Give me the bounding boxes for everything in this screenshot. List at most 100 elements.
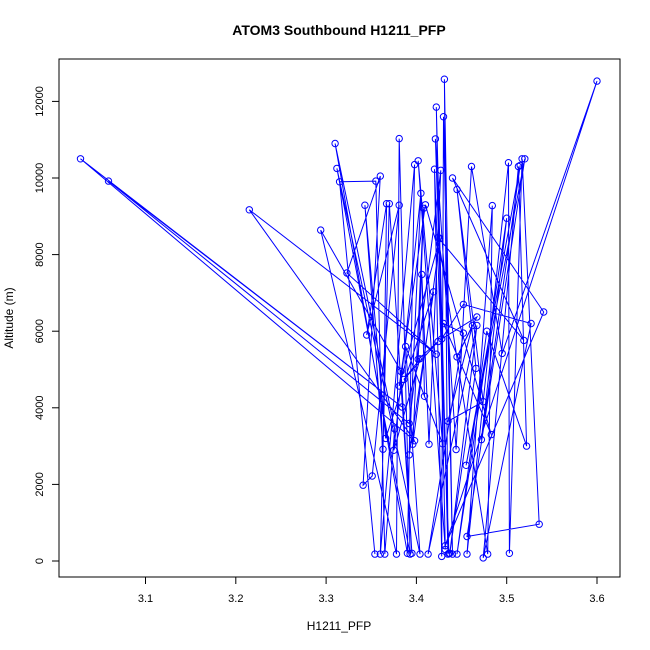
data-point [487, 430, 495, 439]
data-point [522, 442, 531, 450]
series-line [80, 79, 598, 559]
data-point [453, 185, 461, 194]
data-point [331, 139, 339, 148]
data-point [401, 342, 410, 351]
data-point [371, 550, 379, 558]
data-point [395, 382, 403, 390]
data-point [518, 155, 526, 163]
data-point [392, 550, 401, 558]
data-point [397, 367, 405, 376]
data-point [448, 174, 457, 182]
data-point [514, 162, 523, 171]
data-point [446, 549, 454, 557]
data-point [414, 157, 422, 165]
data-point [459, 329, 468, 337]
data-point [390, 446, 398, 454]
data-point [372, 177, 380, 185]
data-point [381, 550, 389, 558]
data-point [527, 319, 535, 328]
data-point [335, 178, 344, 186]
data-point [444, 417, 452, 425]
y-tick-label: 8000 [34, 242, 46, 266]
data-point [440, 75, 449, 83]
data-point [379, 445, 387, 453]
series-layer [76, 75, 601, 562]
y-axis: 0 2000 4000 6000 8000 10000 12000 [34, 86, 60, 564]
data-point [420, 392, 429, 400]
data-point [462, 461, 470, 469]
data-point [376, 172, 384, 180]
data-point [363, 331, 371, 339]
data-point [477, 435, 486, 444]
data-point [410, 437, 419, 445]
y-axis-label: Altitude (m) [2, 287, 16, 348]
x-tick-label: 3.5 [499, 593, 514, 605]
data-point [418, 270, 426, 279]
x-tick-label: 3.1 [138, 593, 153, 605]
x-axis-label: H1211_PFP [307, 619, 371, 633]
data-point [468, 321, 477, 330]
data-point [473, 313, 481, 321]
data-point [434, 233, 442, 242]
data-point [104, 177, 113, 185]
data-point [439, 113, 448, 121]
data-point [498, 349, 506, 358]
data-point [429, 288, 438, 296]
data-point [459, 300, 468, 309]
data-point [439, 319, 448, 328]
data-point [520, 336, 528, 345]
data-point [472, 364, 480, 373]
data-point [395, 134, 403, 143]
data-point [479, 398, 487, 406]
data-point [409, 440, 417, 448]
data-point [343, 269, 351, 277]
data-point [421, 201, 430, 209]
plot-frame [58, 58, 621, 578]
x-tick-label: 3.4 [409, 593, 424, 605]
data-point [540, 308, 548, 316]
data-point [382, 200, 391, 208]
x-tick-label: 3.3 [318, 593, 333, 605]
x-tick-label: 3.2 [228, 593, 243, 605]
x-tick-label: 3.6 [589, 593, 604, 605]
data-point [419, 204, 428, 213]
data-point [406, 550, 414, 558]
data-point [441, 542, 449, 550]
data-point [434, 337, 442, 346]
chart-title: ATOM3 Southbound H1211_PFP [232, 22, 445, 38]
data-point [416, 550, 424, 558]
x-axis: 3.1 3.2 3.3 3.4 3.5 3.6 [138, 576, 605, 605]
data-point [425, 440, 433, 448]
data-point [432, 103, 440, 111]
data-point [505, 549, 514, 557]
data-point [453, 353, 461, 361]
data-point [405, 419, 413, 428]
data-point [463, 532, 471, 541]
data-point [503, 214, 511, 222]
data-point [385, 200, 393, 208]
data-point [432, 350, 440, 358]
data-point [398, 403, 406, 411]
data-point [245, 206, 254, 214]
data-point [376, 550, 384, 558]
data-point [438, 440, 447, 448]
data-point [452, 445, 460, 454]
data-point [317, 226, 325, 234]
data-point [504, 159, 513, 167]
data-point [479, 554, 487, 562]
data-point [76, 155, 85, 163]
y-tick-label: 0 [34, 558, 46, 564]
data-point [535, 520, 543, 528]
data-point [593, 77, 601, 85]
data-point [483, 327, 491, 335]
data-point [361, 201, 369, 209]
data-point [391, 425, 399, 433]
data-point [453, 550, 461, 558]
data-point [436, 234, 444, 243]
data-point [395, 201, 403, 209]
data-point [437, 166, 445, 175]
y-tick-label: 12000 [34, 86, 46, 117]
data-point [431, 135, 440, 143]
data-point [521, 155, 529, 163]
